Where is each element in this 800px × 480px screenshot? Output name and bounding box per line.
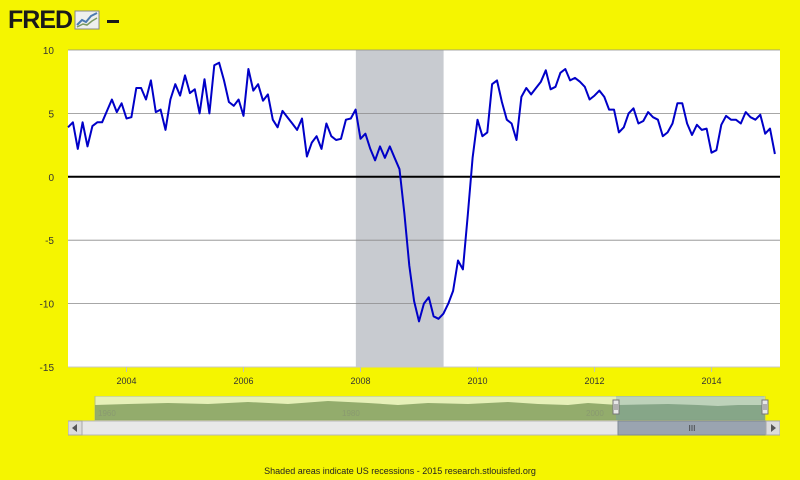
y-tick-label: 5 [48,109,54,120]
scroll-right-button[interactable] [765,420,781,436]
x-tick-label: 2006 [233,376,253,386]
footer-note: Shaded areas indicate US recessions - 20… [264,466,536,476]
header-dash [107,19,120,23]
scrollbar-grip: III [689,424,696,433]
navigator-label-1980: 1980 [342,409,360,418]
navigator-label-1960: 1960 [98,409,116,418]
recession-band-0 [355,50,444,367]
fred-logo[interactable]: FRED [8,6,73,34]
scroll-left-button[interactable] [67,420,83,436]
y-tick-label: 10 [43,46,55,57]
x-axis: 2004 2006 2008 2010 2012 2014 [68,366,780,386]
trend-line-icon [74,10,100,30]
recession-shading [355,50,444,367]
series-line-0 [67,61,776,323]
x-tick-label: 2004 [116,376,136,386]
navigator-handle-right[interactable] [761,399,769,415]
y-tick-label: -5 [45,236,54,247]
y-tick-label: -10 [40,300,55,311]
x-tick-label: 2008 [351,376,371,386]
navigator-handle-left[interactable] [612,399,620,415]
x-tick-label: 2012 [585,376,605,386]
y-tick-label: 0 [48,173,54,184]
y-tick-label: -15 [40,363,55,374]
navigator[interactable]: 1960 1980 2000 III [67,395,781,436]
navigator-label-2000: 2000 [586,409,604,418]
header: FRED [8,6,120,34]
x-tick-label: 2010 [468,376,488,386]
x-tick-label: 2014 [702,376,722,386]
series [67,61,776,323]
navigator-graphic: 1960 1980 2000 III [67,395,781,436]
scrollbar-thumb[interactable]: III [617,420,767,436]
y-axis: 10 5 0 -5 -10 -15 [40,46,55,374]
